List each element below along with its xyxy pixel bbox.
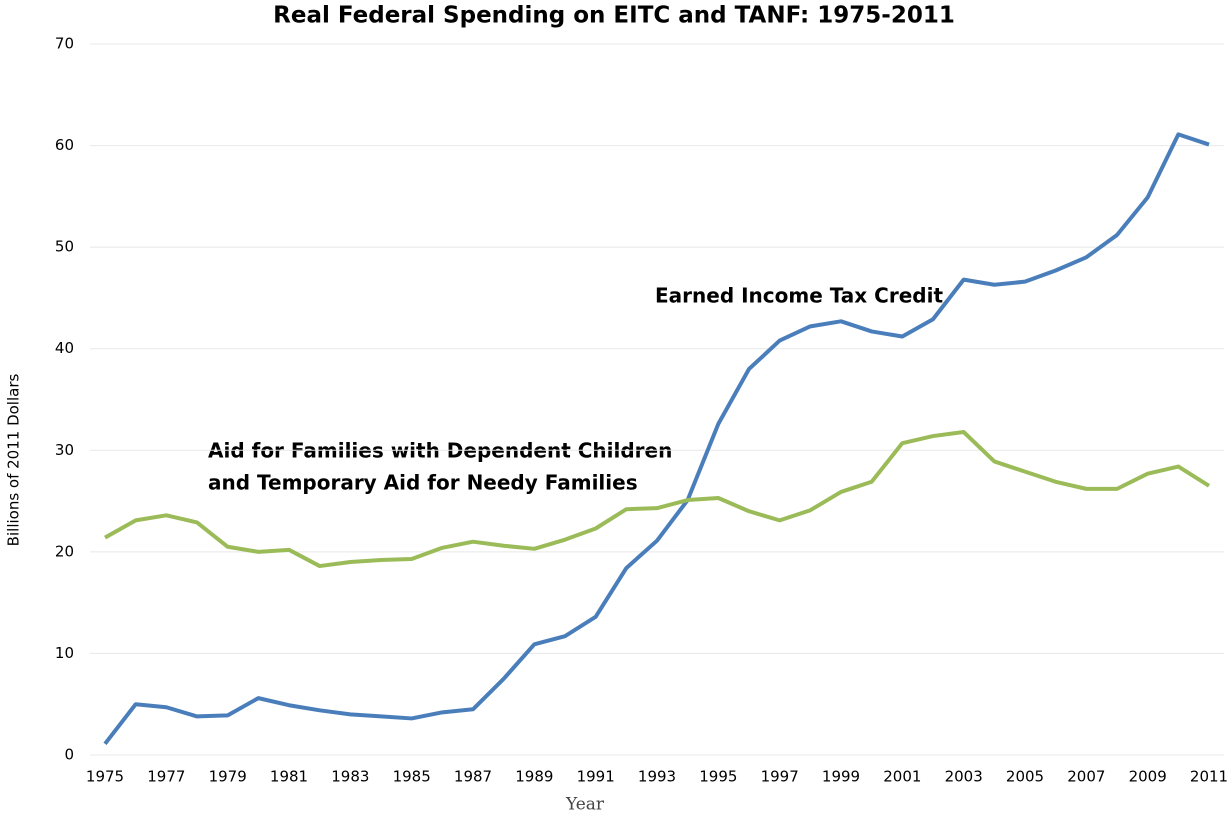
x-tick-label: 1993 xyxy=(638,768,676,786)
x-tick-label: 2009 xyxy=(1129,768,1167,786)
x-tick-label: 2007 xyxy=(1067,768,1105,786)
series-line xyxy=(103,132,1210,746)
y-tick-label: 60 xyxy=(55,136,74,154)
annotation: Earned Income Tax Credit xyxy=(655,284,943,308)
x-tick-label: 1983 xyxy=(331,768,369,786)
x-tick-label: 1995 xyxy=(699,768,737,786)
annotation: and Temporary Aid for Needy Families xyxy=(208,471,638,495)
x-tick-label: 2001 xyxy=(883,768,921,786)
y-tick-label: 20 xyxy=(55,542,74,560)
y-tick-label: 0 xyxy=(64,746,74,764)
series-line xyxy=(104,430,1211,569)
x-tick-label: 1975 xyxy=(86,768,124,786)
y-tick-label: 40 xyxy=(55,339,74,357)
x-tick-label: 1981 xyxy=(270,768,308,786)
y-tick-label: 70 xyxy=(55,35,74,53)
y-tick-label: 50 xyxy=(55,238,74,256)
y-axis-label: Billions of 2011 Dollars xyxy=(5,374,23,547)
x-tick-label: 1985 xyxy=(393,768,431,786)
x-tick-label: 1999 xyxy=(822,768,860,786)
chart-title: Real Federal Spending on EITC and TANF: … xyxy=(273,3,955,29)
x-tick-label: 2011 xyxy=(1190,768,1228,786)
x-axis-label: Year xyxy=(565,795,605,815)
x-tick-label: 1979 xyxy=(209,768,247,786)
x-tick-label: 2003 xyxy=(945,768,983,786)
y-tick-label: 30 xyxy=(55,441,74,459)
x-tick-label: 1977 xyxy=(147,768,185,786)
y-tick-label: 10 xyxy=(55,644,74,662)
x-tick-label: 2005 xyxy=(1006,768,1044,786)
x-tick-label: 1987 xyxy=(454,768,492,786)
x-tick-label: 1991 xyxy=(577,768,615,786)
x-tick-label: 1989 xyxy=(515,768,553,786)
x-tick-label: 1997 xyxy=(761,768,799,786)
